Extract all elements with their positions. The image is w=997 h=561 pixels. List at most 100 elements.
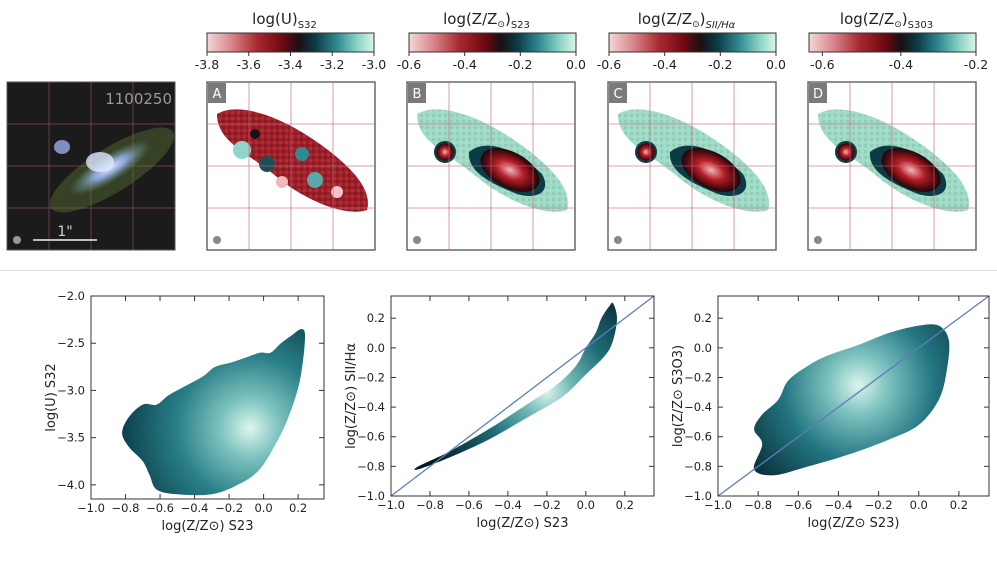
galaxy-knot: [86, 152, 114, 172]
map-clump-edge: [434, 141, 456, 163]
x-tick-label: 0.2: [616, 498, 634, 512]
colorbar-title-close: ): [902, 10, 908, 28]
colorbar-title-sub: S303: [908, 20, 933, 31]
map-core: [480, 148, 540, 192]
psf-marker: [814, 236, 822, 244]
colorbar-tick-label: -3.0: [362, 57, 386, 72]
colorbar-title-main: log(Z/Z: [638, 10, 692, 28]
map-clump-edge: [635, 141, 657, 163]
psf-marker: [13, 236, 21, 244]
x-tick-label: −0.4: [494, 498, 522, 512]
y-axis-label: log(Z/Z⊙) SII/Hα: [344, 343, 359, 449]
x-tick-label: −1.0: [77, 501, 105, 515]
x-tick-label: −0.6: [784, 498, 812, 512]
colorbar-title-main: log(Z/Z: [443, 10, 497, 28]
panel-label: C: [613, 87, 622, 102]
one-to-one-line: [717, 295, 990, 497]
x-tick-label: −0.2: [865, 498, 893, 512]
map-core: [881, 148, 941, 192]
colorbar-title-sub: SII/Hα: [706, 20, 736, 31]
map-feature: [307, 172, 323, 188]
colorbar-title-sub: S32: [298, 20, 317, 31]
map-panel-a: log(U)S32 -3.8 -3.6 -3.4 -3.2 -3.0 A: [195, 10, 386, 251]
map-panel-b: log(Z/Z⊙)S23 -0.6 -0.4 -0.2 0.0 B: [397, 10, 586, 251]
map-clump: [436, 143, 454, 161]
colorbar-tick-label: -0.2: [708, 57, 732, 72]
y-tick-label: 0.2: [367, 311, 385, 325]
scale-bar-label: 1": [57, 224, 72, 240]
map-panel-c: log(Z/Z⊙)SII/Hα -0.6 -0.4 -0.2 0.0 C: [597, 10, 786, 251]
y-tick-label: −2.0: [57, 289, 85, 303]
plot-frame: [90, 295, 325, 500]
x-tick-label: −0.8: [744, 498, 772, 512]
panel-label-box: [809, 83, 827, 103]
colorbar: [206, 32, 375, 53]
sun-symbol: ⊙: [497, 20, 505, 30]
y-tick-label: −0.6: [357, 430, 385, 444]
map-core: [681, 148, 741, 192]
panel-label: B: [413, 87, 422, 102]
plot-frame: [390, 295, 655, 497]
density-plot-3: −1.0 −0.8 −0.6 −0.4 −0.2 0.0 0.2 −1.0 −0.8 −0.6 −0…: [671, 295, 990, 531]
x-axis-label: log(Z/Z⊙) S23: [477, 516, 569, 531]
y-tick-label: 0.0: [694, 341, 712, 355]
density-plot-2: −1.0 −0.8 −0.6 −0.4 −0.2 0.0 0.2 −1.0 −0.8 −0.6 −0…: [344, 295, 655, 531]
colorbar-tick-label: -0.6: [597, 57, 621, 72]
x-tick-label: 0.0: [254, 501, 272, 515]
colorbar-title-sub: S23: [511, 20, 530, 31]
y-tick-label: −0.2: [684, 370, 712, 384]
y-tick-label: −0.8: [357, 459, 385, 473]
y-tick-label: −3.5: [57, 431, 85, 445]
galaxy-knot-2: [54, 140, 70, 154]
panel-label-box: [609, 83, 627, 103]
one-to-one-line: [390, 295, 655, 497]
map-feature: [233, 141, 251, 159]
y-tick-label: −0.6: [684, 430, 712, 444]
panel-label: D: [813, 87, 823, 102]
colorbar-tick-label: -3.8: [195, 57, 219, 72]
x-axis-label: log(Z/Z⊙ S23): [808, 516, 900, 531]
map-feature: [250, 129, 260, 139]
colorbar-tick-label: -0.4: [652, 57, 676, 72]
x-tick-label: −1.0: [704, 498, 732, 512]
y-tick-label: −0.8: [684, 459, 712, 473]
x-tick-label: 0.0: [577, 498, 595, 512]
x-tick-label: −0.6: [455, 498, 483, 512]
map-feature: [331, 186, 343, 198]
map-clump: [637, 143, 655, 161]
colorbar-tick-label: -3.4: [278, 57, 302, 72]
x-tick-label: −0.4: [824, 498, 852, 512]
x-tick-label: −0.4: [181, 501, 209, 515]
colorbar-title-close: ): [505, 10, 511, 28]
colorbar: [408, 32, 577, 53]
map-clump-edge: [835, 141, 857, 163]
panel-label: A: [213, 87, 222, 102]
x-axis-label: log(Z/Z⊙) S23: [162, 519, 254, 534]
galaxy-id: 1100250: [105, 90, 172, 108]
colorbar-title: log(Z/Z⊙)SII/Hα: [638, 10, 736, 31]
panel-label-box: [208, 83, 226, 103]
colorbar-title-main: log(Z/Z: [840, 10, 894, 28]
y-tick-label: 0.2: [694, 311, 712, 325]
colorbar-title: log(Z/Z⊙)S303: [840, 10, 933, 31]
y-tick-label: 0.0: [367, 341, 385, 355]
colorbar-title: log(U)S32: [252, 10, 317, 31]
x-tick-label: −0.8: [112, 501, 140, 515]
psf-marker: [614, 236, 622, 244]
x-tick-label: −0.6: [146, 501, 174, 515]
y-tick-label: −2.5: [57, 336, 85, 350]
y-tick-label: −3.0: [57, 383, 85, 397]
plot-frame: [717, 295, 990, 497]
panel-label-box: [408, 83, 426, 103]
density-region: [122, 328, 306, 496]
y-tick-label: −1.0: [357, 489, 385, 503]
y-tick-label: −4.0: [57, 478, 85, 492]
colorbar-title-main: log(U): [252, 10, 298, 28]
colorbar: [608, 32, 777, 53]
y-axis-label: log(Z/Z⊙ S3O3): [671, 345, 686, 447]
colorbar-tick-label: -3.6: [237, 57, 261, 72]
y-tick-label: −1.0: [684, 489, 712, 503]
colorbar: [808, 32, 977, 53]
x-tick-label: 0.0: [910, 498, 928, 512]
colorbar-tick-label: -0.6: [397, 57, 421, 72]
